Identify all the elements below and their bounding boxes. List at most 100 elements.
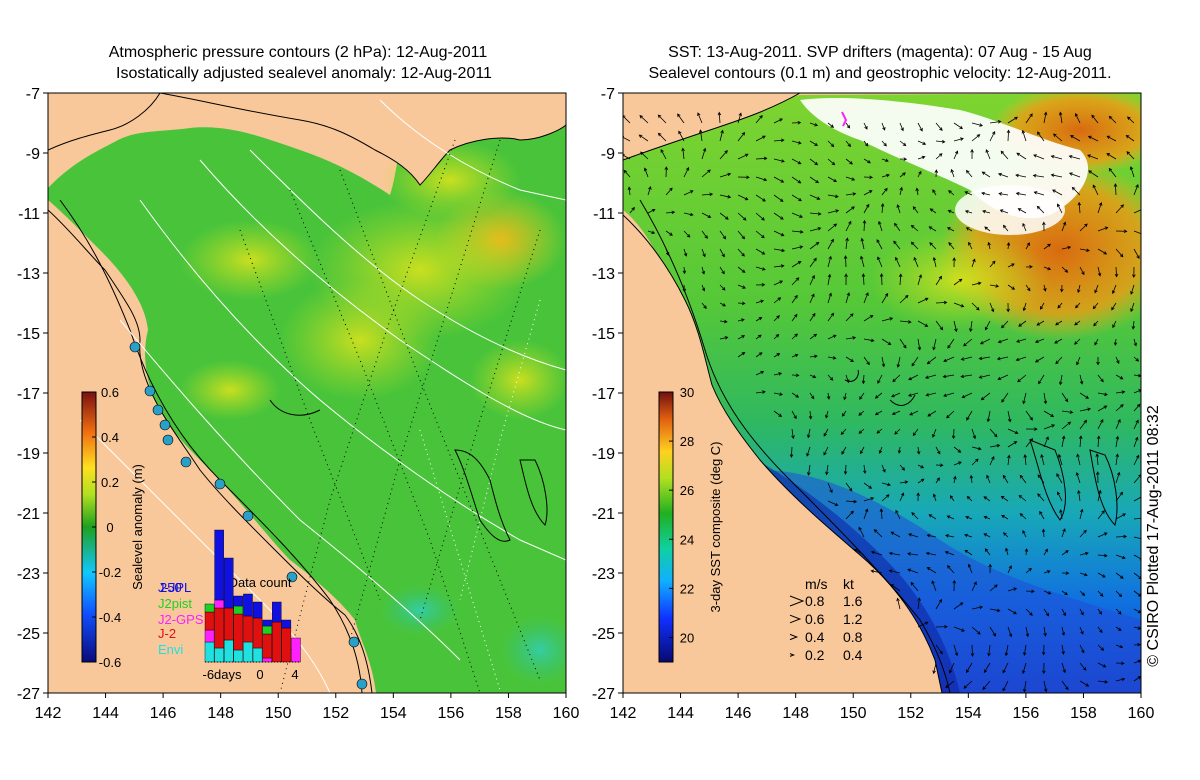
velocity-arrow [989,608,1001,613]
velocity-arrow [1097,374,1104,383]
velocity-arrow [737,284,746,289]
velocity-arrow [845,158,853,165]
lon-tick-label: 152 [897,705,924,722]
velocity-arrow [1069,135,1081,142]
velocity-arrow [660,148,667,160]
lon-tick-label: 156 [438,705,465,722]
velocity-arrow [823,428,829,437]
velocity-arrow [1025,242,1030,250]
velocity-arrow [998,172,1009,178]
velocity-arrow [1133,356,1140,362]
velocity-arrow [989,584,998,592]
velocity-arrow [825,464,829,476]
velocity-arrow [935,153,943,160]
colorbar-tick-label: 0.6 [101,385,119,400]
pressure-contour [79,419,331,693]
velocity-arrow [971,626,981,635]
velocity-arrow [1021,129,1027,142]
velocity-arrow [931,580,937,592]
velocity-arrow [845,237,849,250]
lon-tick-label: 146 [150,705,177,722]
speed-legend-kt: 0.8 [843,629,863,645]
velocity-arrow [877,256,883,268]
velocity-arrow [843,464,848,475]
velocity-arrow [951,428,956,440]
velocity-arrow [773,264,785,268]
velocity-arrow [888,569,901,574]
reef-outline [519,459,548,526]
lon-tick-label: 156 [1013,705,1040,722]
left-map [48,93,566,693]
velocity-arrow [997,374,1009,381]
velocity-arrow [1097,405,1108,412]
lat-tick-label: -23 [17,566,40,583]
velocity-arrow [971,258,976,268]
velocity-arrow [945,534,955,538]
sla-low-anomaly [500,615,566,685]
velocity-arrow [845,374,850,384]
velocity-arrow [1133,389,1141,394]
lat-tick-label: -21 [592,506,615,523]
velocity-arrow [1025,626,1030,638]
credit-text: © CSIRO Plotted 17-Aug-2011 08:32 [1145,405,1162,667]
velocity-arrow [627,186,632,196]
velocity-arrow [1002,224,1009,232]
velocity-arrow [917,155,926,160]
velocity-arrow [1006,129,1011,142]
velocity-arrow [891,392,901,398]
right-title-line2: Sealevel contours (0.1 m) and geostrophi… [648,65,1111,82]
velocity-arrow [791,245,804,250]
lon-tick-label: 160 [553,705,580,722]
right-png-west [623,93,802,161]
lat-tick-label: -17 [592,386,615,403]
colorbar-tick-label: 26 [680,483,694,498]
velocity-arrow [640,151,649,160]
velocity-arrow [897,446,902,454]
velocity-arrow [1061,221,1067,232]
velocity-arrow [1059,509,1063,520]
velocity-arrow [963,338,973,347]
velocity-arrow [965,515,973,520]
velocity-arrow [791,158,802,165]
velocity-arrow [773,334,780,340]
lon-tick-label: 144 [92,705,119,722]
velocity-arrow [827,140,835,148]
altimeter-tracks [239,139,541,693]
velocity-arrow [1077,201,1082,214]
velocity-arrow [861,273,866,286]
inset-bar-segment [262,619,272,627]
inset-bar-segment [214,647,224,663]
velocity-arrow [701,192,714,197]
velocity-arrow [827,356,837,360]
inset-bar-segment [204,603,215,613]
velocity-arrow [845,206,855,214]
velocity-arrow [876,239,883,250]
velocity-arrow [809,241,820,250]
velocity-arrow [773,353,781,358]
velocity-arrow [1111,302,1117,311]
velocity-arrow [908,533,919,538]
velocity-arrow [1133,184,1139,196]
velocity-arrow [1007,608,1017,615]
velocity-arrow [1057,203,1063,214]
velocity-arrow [809,227,822,232]
velocity-arrow [1133,208,1141,214]
velocity-arrow [1076,356,1081,366]
velocity-arrow [983,662,991,674]
velocity-arrow [971,458,979,466]
velocity-arrow [895,256,901,268]
velocity-arrow [1004,644,1009,657]
velocity-arrow [1111,284,1117,295]
velocity-arrow [683,248,688,257]
velocity-arrow [858,410,865,416]
velocity-arrow [896,356,901,368]
velocity-arrow [701,147,707,160]
velocity-arrow [874,392,883,399]
velocity-arrow [681,147,685,160]
velocity-arrow [1002,532,1009,538]
inset-bar-segment [262,657,272,663]
velocity-arrow [1022,302,1027,312]
inset-bar-segment [281,627,292,663]
velocity-arrow [623,135,631,142]
